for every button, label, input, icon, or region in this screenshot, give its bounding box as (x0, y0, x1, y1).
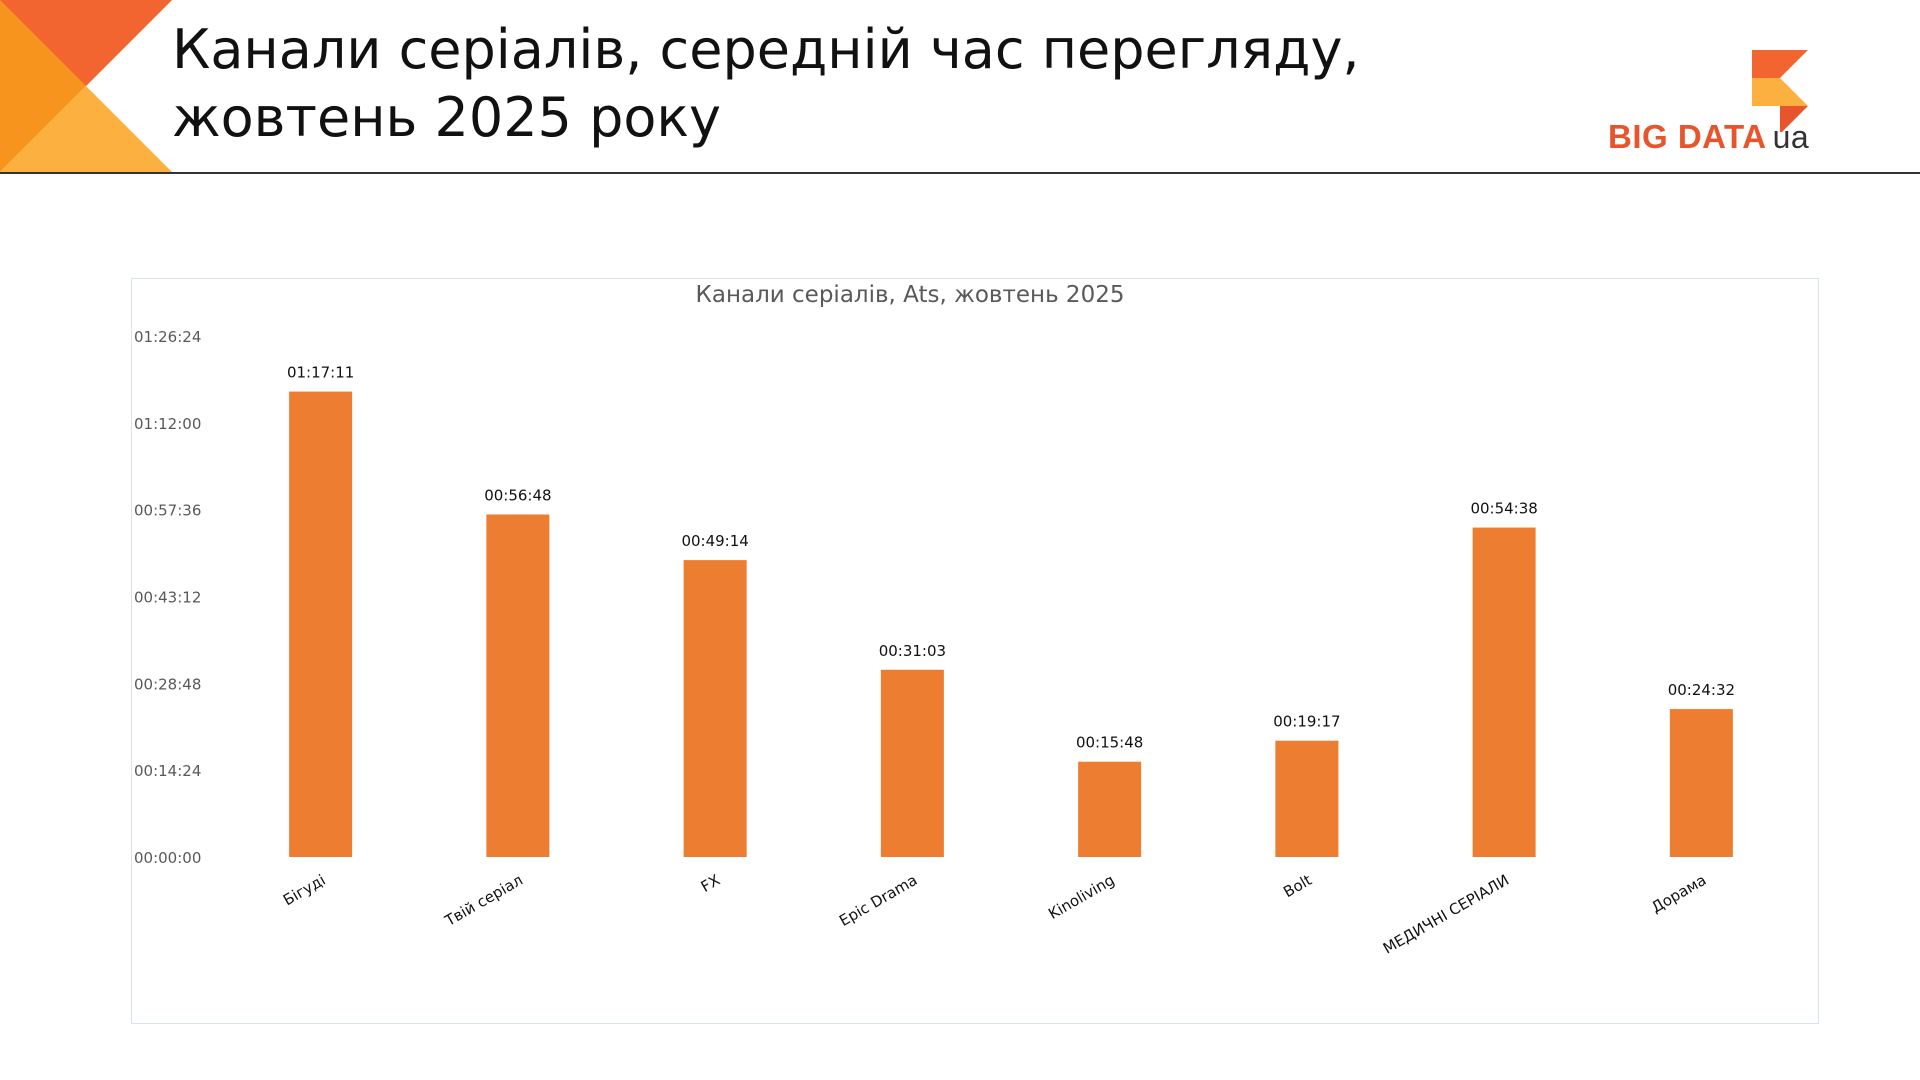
logo-mark-icon (1752, 50, 1808, 132)
data-label: 00:54:38 (1470, 500, 1537, 518)
x-tick-label: Дорама (1648, 871, 1709, 917)
data-label: 00:24:32 (1668, 681, 1735, 699)
logo-text: BIG DATA ua (1608, 118, 1809, 156)
x-tick-label: Bolt (1280, 871, 1315, 901)
logo-mark-middle (1752, 78, 1808, 106)
chart-frame (131, 278, 1819, 1024)
y-tick-label: 00:57:36 (134, 502, 201, 520)
slide-title-line-1: Канали серіалів, середній час перегляду, (172, 18, 1360, 81)
x-tick-label: Бігуді (280, 871, 329, 909)
y-tick-label: 00:43:12 (134, 589, 201, 607)
header-divider (0, 172, 1920, 174)
bar (1472, 527, 1536, 857)
data-label: 00:31:03 (879, 642, 946, 660)
bar (289, 391, 353, 857)
corner-triangle-dark (0, 0, 172, 86)
x-tick-label: Твій серіал (441, 871, 526, 930)
y-tick-label: 01:12:00 (134, 415, 201, 433)
x-axis: Бігуді Твій серіал FX Epic Drama Kinoliving B… (280, 871, 1709, 958)
slide-title-line-2: жовтень 2025 року (172, 86, 721, 149)
x-tick-label: Kinoliving (1045, 871, 1117, 923)
logo-suffix: ua (1772, 119, 1810, 155)
y-tick-label: 00:00:00 (134, 849, 201, 867)
data-label: 00:49:14 (681, 532, 748, 550)
bar (1078, 761, 1142, 857)
bigdata-ua-logo: BIG DATA ua (1600, 42, 1840, 162)
x-tick-label: Epic Drama (836, 871, 920, 930)
corner-decoration (0, 0, 172, 172)
y-tick-label: 01:26:24 (134, 328, 201, 346)
data-label: 00:15:48 (1076, 734, 1143, 752)
data-labels: 01:17:11 00:56:48 00:49:14 00:31:03 00:15:48… (287, 364, 1735, 752)
data-label: 00:56:48 (484, 486, 551, 504)
bar (1669, 709, 1733, 857)
y-tick-label: 00:14:24 (134, 762, 201, 780)
bar (880, 669, 944, 857)
bar (1275, 740, 1339, 857)
bar-series (289, 391, 1733, 857)
chart-title: Канали серіалів, Ats, жовтень 2025 (695, 282, 1125, 308)
corner-triangle-light (0, 86, 172, 172)
y-tick-label: 00:28:48 (134, 675, 201, 693)
logo-wordmark: BIG DATA (1608, 118, 1767, 155)
logo-mark-bottom (1780, 106, 1808, 132)
y-axis: 00:00:00 00:14:24 00:28:48 00:43:12 00:57:36… (134, 328, 201, 867)
x-tick-label: МЕДИЧНІ СЕРІАЛИ (1380, 871, 1512, 958)
logo-mark-top (1752, 50, 1808, 78)
slide-title: Канали серіалів, середній час перегляду,… (172, 16, 1360, 152)
bar (683, 560, 747, 857)
data-label: 01:17:11 (287, 364, 354, 382)
data-label: 00:19:17 (1273, 713, 1340, 731)
x-tick-label: FX (698, 871, 723, 896)
bar (486, 514, 550, 857)
